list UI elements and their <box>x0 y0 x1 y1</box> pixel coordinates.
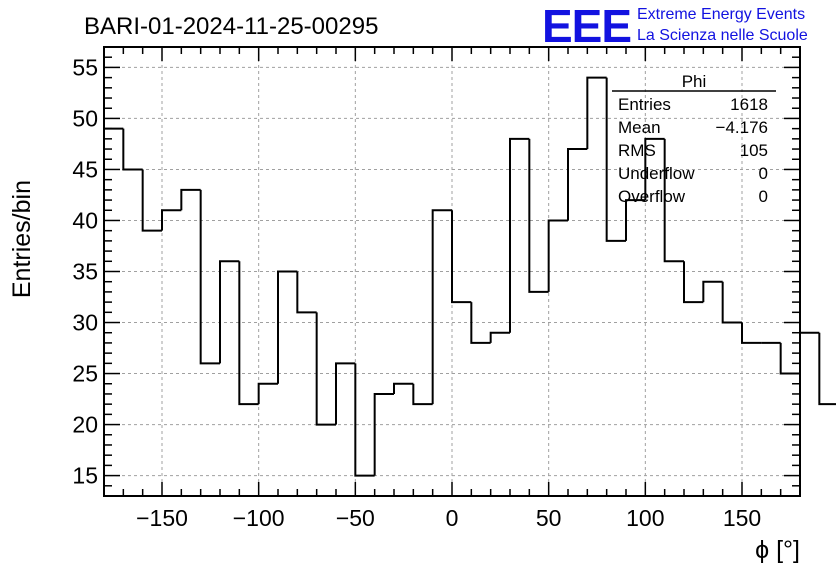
x-tick-label-1: −100 <box>233 505 285 531</box>
stats-row-value-2: 105 <box>740 141 768 160</box>
x-axis-label: ϕ [°] <box>755 536 800 564</box>
x-tick-label-2: −50 <box>336 505 375 531</box>
histogram-bin-14 <box>373 392 394 476</box>
x-tick-label-3: 0 <box>446 505 459 531</box>
y-tick-label-1: 20 <box>72 412 98 438</box>
stats-row-label-0: Entries <box>618 95 671 114</box>
y-tick-label-7: 50 <box>72 105 98 131</box>
stats-row-value-0: 1618 <box>730 95 768 114</box>
histogram-bin-21 <box>509 137 530 333</box>
chart-title: BARI-01-2024-11-25-00295 <box>84 13 378 40</box>
stats-row-value-3: 0 <box>759 164 768 183</box>
histogram-bin-33 <box>741 322 762 344</box>
histogram-bin-26 <box>605 77 626 242</box>
histogram-bin-7 <box>238 261 259 406</box>
histogram-bin-23 <box>547 219 568 292</box>
histogram-bin-3 <box>161 209 182 231</box>
y-axis-ticks: 15 20 25 30 35 40 45 50 55 <box>72 54 800 489</box>
logo-line-2: La Scienza nelle Scuole <box>637 27 808 44</box>
y-tick-label-2: 25 <box>72 361 98 387</box>
histogram-bin-4 <box>180 188 201 211</box>
histogram-bin-2 <box>141 169 162 232</box>
histogram-bin-20 <box>489 331 510 343</box>
histogram-bin-12 <box>335 362 356 425</box>
x-tick-label-5: 100 <box>626 505 664 531</box>
stats-row-label-2: RMS <box>618 141 656 160</box>
histogram-bin-37 <box>818 332 836 406</box>
y-tick-label-5: 40 <box>72 207 98 233</box>
stats-row-label-1: Mean <box>618 118 661 137</box>
logo-mark: EEE <box>542 0 631 52</box>
histogram-bin-32 <box>721 281 742 324</box>
histogram-bin-16 <box>412 383 433 406</box>
histogram-bin-10 <box>296 271 317 314</box>
histogram-bin-9 <box>277 270 298 384</box>
histogram-bin-19 <box>470 302 491 344</box>
stats-row-label-4: Overflow <box>618 187 686 206</box>
histogram-bin-11 <box>315 312 336 426</box>
histogram-bin-36 <box>799 331 820 374</box>
stats-row-value-1: −4.176 <box>716 118 768 137</box>
y-tick-label-8: 55 <box>72 54 98 80</box>
stats-box: Phi Entries 1618 Mean −4.176 RMS 105 Underflow… <box>612 72 776 206</box>
histogram-bin-30 <box>683 261 704 304</box>
y-tick-label-4: 35 <box>72 259 98 285</box>
y-axis-label: Entries/bin <box>8 180 36 298</box>
histogram-bin-13 <box>354 363 375 477</box>
stats-row-value-4: 0 <box>759 187 768 206</box>
histogram-bin-8 <box>257 382 278 405</box>
histogram-bin-25 <box>586 76 607 150</box>
x-axis-ticks: −150 −100 −50 0 50 100 150 <box>103 47 801 531</box>
x-tick-label-0: −150 <box>136 505 188 531</box>
histogram-bin-27 <box>625 199 646 241</box>
histogram-bin-6 <box>219 260 240 364</box>
histogram-bin-35 <box>779 342 800 375</box>
histogram-bin-1 <box>122 128 143 171</box>
y-tick-label-0: 15 <box>72 463 98 489</box>
histogram-bin-17 <box>431 209 452 405</box>
x-tick-label-6: 150 <box>723 505 761 531</box>
histogram-bin-5 <box>199 189 220 365</box>
y-tick-label-3: 30 <box>72 310 98 336</box>
eee-logo: EEE Extreme Energy Events La Scienza nel… <box>542 0 808 52</box>
stats-row-label-3: Underflow <box>618 164 695 183</box>
y-tick-label-6: 45 <box>72 156 98 182</box>
logo-line-1: Extreme Energy Events <box>637 6 805 23</box>
histogram-bin-24 <box>567 148 588 221</box>
histogram-bin-29 <box>663 138 684 263</box>
histogram-bin-28 <box>644 137 665 201</box>
histogram-bin-22 <box>528 138 549 293</box>
x-tick-label-4: 50 <box>536 505 562 531</box>
histogram-bins <box>103 76 836 496</box>
histogram-bin-15 <box>393 382 414 394</box>
stats-box-title: Phi <box>682 72 707 91</box>
histogram-bin-18 <box>451 210 472 304</box>
histogram-bin-31 <box>702 280 723 303</box>
